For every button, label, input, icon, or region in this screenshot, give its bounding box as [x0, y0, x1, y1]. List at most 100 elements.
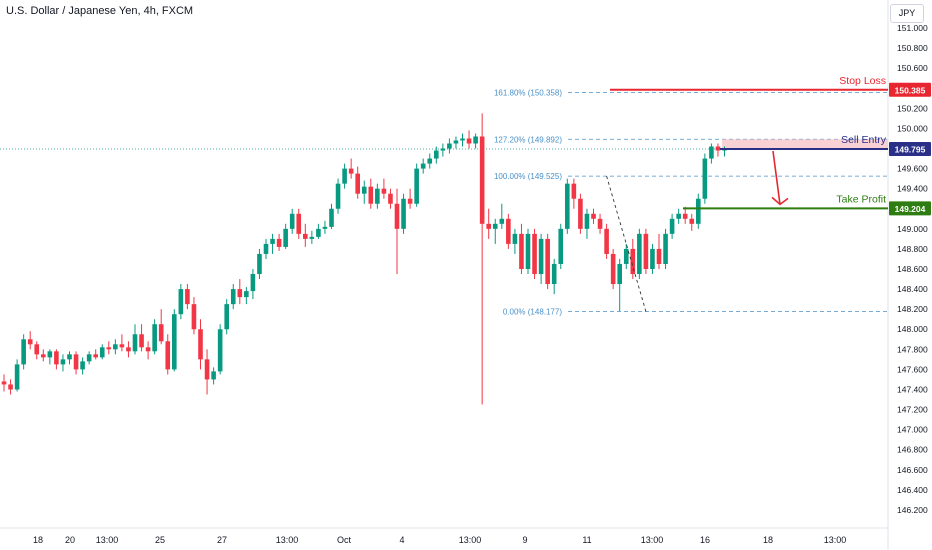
- x-tick-label: Oct: [337, 535, 352, 545]
- candle-body: [407, 198, 413, 204]
- x-tick-label: 18: [763, 535, 773, 545]
- candle-body: [361, 186, 367, 194]
- price-tag: [889, 142, 931, 157]
- candle-body: [296, 213, 302, 234]
- y-tick-label: 149.400: [897, 184, 928, 194]
- y-tick-label: 149.600: [897, 164, 928, 174]
- x-tick-label: 25: [155, 535, 165, 545]
- candle-body: [263, 243, 269, 254]
- candle-body: [244, 291, 249, 298]
- candle-body: [440, 148, 446, 151]
- candle-body: [394, 203, 400, 229]
- candle-body: [676, 213, 681, 219]
- candle-body: [250, 274, 256, 292]
- candle-body: [158, 324, 164, 342]
- x-tick-label: 13:00: [276, 535, 299, 545]
- candle-body: [604, 228, 609, 254]
- candle-body: [388, 193, 393, 204]
- candle-body: [283, 228, 288, 247]
- candle-body: [525, 233, 531, 269]
- candle-body: [309, 236, 315, 239]
- candle-body: [329, 208, 334, 227]
- candle-body: [119, 344, 125, 348]
- candle-body: [93, 354, 98, 358]
- y-tick-label: 146.200: [897, 505, 928, 515]
- sell-arrow: [772, 150, 781, 205]
- candle-body: [139, 334, 144, 348]
- candle-body: [113, 344, 118, 350]
- candle-body: [656, 248, 662, 264]
- x-tick-label: 20: [65, 535, 75, 545]
- candle-body: [67, 354, 72, 360]
- candle-body: [447, 143, 452, 149]
- candle-body: [27, 339, 33, 345]
- candle-body: [276, 238, 282, 247]
- y-tick-label: 150.600: [897, 63, 928, 73]
- candle-body: [578, 198, 583, 229]
- x-tick-label: 13:00: [459, 535, 482, 545]
- candle-body: [303, 233, 308, 239]
- candle-body: [637, 233, 642, 275]
- price-tag: [889, 82, 931, 97]
- candle-body: [597, 218, 603, 229]
- candle-body: [14, 364, 20, 390]
- candle-body: [420, 163, 426, 169]
- x-tick-label: 27: [217, 535, 227, 545]
- candle-body: [460, 138, 465, 141]
- candle-body: [172, 314, 177, 370]
- candle-body: [152, 324, 157, 352]
- y-tick-label: 147.400: [897, 384, 928, 394]
- candle-body: [715, 146, 721, 151]
- x-tick-label: 18: [33, 535, 43, 545]
- candle-body: [132, 334, 138, 352]
- candle-body: [217, 329, 223, 372]
- x-tick-label: 13:00: [824, 535, 847, 545]
- candle-body: [499, 218, 505, 224]
- candle-body: [532, 233, 537, 275]
- candle-body: [375, 188, 380, 204]
- candle-body: [230, 289, 236, 305]
- candle-body: [99, 347, 105, 358]
- candle-body: [486, 223, 491, 229]
- sell-entry-zone: [722, 139, 888, 150]
- candle-body: [584, 213, 590, 229]
- candle-body: [479, 136, 485, 224]
- candle-body: [165, 341, 171, 370]
- y-tick-label: 146.600: [897, 465, 928, 475]
- candle-body: [41, 354, 46, 358]
- candle-body: [565, 183, 570, 229]
- candle-body: [34, 344, 40, 355]
- y-tick-label: 147.800: [897, 344, 928, 354]
- candle-body: [682, 213, 688, 219]
- candle-body: [591, 213, 596, 219]
- fib-level-label: 100.00% (149.525): [494, 172, 562, 181]
- candle-body: [571, 183, 577, 199]
- y-tick-label: 151.000: [897, 23, 928, 33]
- x-tick-label: 4: [399, 535, 404, 545]
- price-tag-label: 150.385: [895, 85, 926, 95]
- y-tick-label: 146.800: [897, 445, 928, 455]
- candle-body: [709, 146, 714, 159]
- candle-body: [289, 213, 295, 229]
- candle-body: [1, 381, 7, 385]
- price-tag-label: 149.795: [895, 145, 926, 155]
- y-tick-label: 148.400: [897, 284, 928, 294]
- candle-body: [73, 354, 79, 370]
- candle-body: [348, 168, 354, 174]
- candle-body: [257, 253, 262, 275]
- y-tick-label: 148.000: [897, 324, 928, 334]
- y-tick-label: 147.200: [897, 405, 928, 415]
- currency-button[interactable]: JPY: [890, 4, 924, 23]
- candle-body: [86, 354, 92, 362]
- candle-body: [492, 223, 498, 229]
- candle-body: [204, 359, 210, 380]
- candle-body: [191, 304, 197, 330]
- candle-body: [538, 238, 544, 275]
- candle-body: [126, 347, 131, 352]
- candle-body: [696, 198, 701, 224]
- candle-body: [106, 347, 112, 350]
- candle-body: [512, 233, 518, 244]
- candle-body: [21, 339, 26, 365]
- fib-level-label: 127.20% (149.892): [494, 135, 562, 144]
